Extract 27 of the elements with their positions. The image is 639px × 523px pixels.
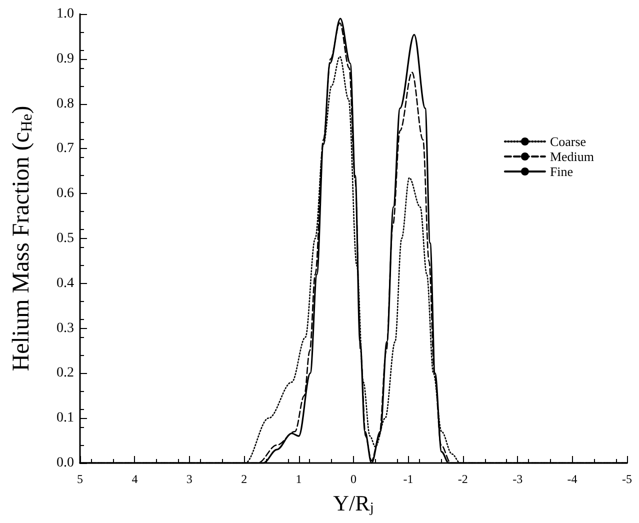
y-tick-label: 0.2 bbox=[56, 366, 74, 381]
legend-label: Coarse bbox=[550, 134, 586, 149]
x-tick-label: 2 bbox=[241, 472, 248, 486]
x-tick-label: 1 bbox=[296, 472, 302, 486]
x-tick-label: -5 bbox=[622, 472, 632, 486]
y-tick-label: 0.1 bbox=[56, 410, 74, 426]
x-tick-label: -1 bbox=[403, 472, 414, 486]
y-tick-label: 0.7 bbox=[56, 141, 74, 156]
x-tick-label: 3 bbox=[186, 472, 192, 486]
x-tick-label: -2 bbox=[458, 472, 468, 486]
y-tick-label: 0.6 bbox=[56, 186, 74, 202]
x-tick-label: 4 bbox=[132, 472, 138, 486]
x-tick-label: 5 bbox=[77, 472, 83, 486]
legend-label: Fine bbox=[550, 164, 574, 179]
x-axis-title: Y/Rj bbox=[333, 490, 374, 516]
x-tick-label: -4 bbox=[567, 472, 578, 486]
y-tick-label: 0.9 bbox=[56, 51, 74, 66]
x-tick-label: -3 bbox=[512, 472, 523, 486]
y-tick-label: 0.3 bbox=[56, 320, 74, 336]
y-tick-label: 0.5 bbox=[56, 231, 74, 246]
y-tick-label: 0.8 bbox=[56, 96, 74, 112]
legend-label: Medium bbox=[550, 149, 594, 164]
y-tick-label: 0.4 bbox=[56, 276, 74, 291]
y-tick-label: 0.0 bbox=[56, 456, 74, 470]
x-tick-label: 0 bbox=[350, 472, 356, 486]
y-tick-label: 1.0 bbox=[56, 6, 74, 22]
y-axis-title: Helium Mass Fraction (cHe) bbox=[8, 106, 36, 372]
